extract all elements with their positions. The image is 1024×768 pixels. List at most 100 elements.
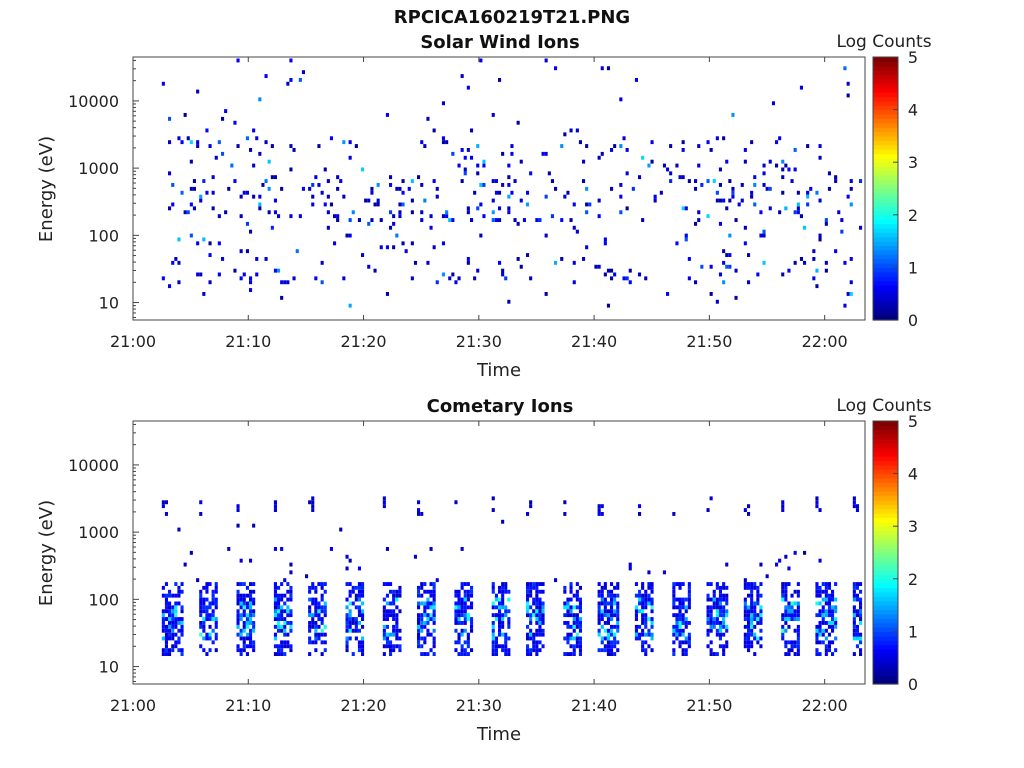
spectrogram-cell: [389, 640, 393, 645]
spectrogram-cell: [345, 628, 349, 633]
spectrogram-cell: [283, 624, 287, 629]
spectrogram-cell: [544, 194, 548, 199]
colorbar-segment: [873, 679, 898, 685]
spectrogram-cell: [385, 245, 389, 250]
spectrogram-cell: [815, 652, 819, 656]
spectrogram-cell: [164, 636, 168, 641]
spectrogram-cell: [529, 582, 533, 586]
spectrogram-cell: [597, 613, 601, 618]
spectrogram-cell: [273, 605, 277, 610]
spectrogram-cell: [273, 508, 277, 512]
colorbar-segment: [873, 613, 898, 619]
spectrogram-cell: [286, 644, 290, 649]
spectrogram-cell: [787, 648, 791, 653]
spectrogram-cell: [174, 621, 178, 625]
spectrogram-cell: [320, 609, 324, 614]
spectrogram-cell: [445, 210, 449, 215]
spectrogram-cell: [718, 589, 722, 594]
spectrogram-cell: [597, 589, 601, 594]
spectrogram-cell: [687, 593, 691, 598]
spectrogram-cell: [199, 605, 203, 610]
spectrogram-cell: [491, 636, 495, 641]
spectrogram-cell: [501, 624, 505, 629]
colorbar-segment: [873, 552, 898, 558]
spectrogram-cell: [815, 613, 819, 618]
spectrogram-cell: [245, 190, 249, 195]
spectrogram-cell: [258, 151, 262, 156]
spectrogram-cell: [681, 140, 685, 145]
spectrogram-cell: [569, 589, 573, 594]
spectrogram-cell: [323, 613, 327, 618]
colorbar-segment: [873, 188, 898, 194]
spectrogram-cell: [345, 566, 349, 571]
spectrogram-cell: [750, 644, 754, 649]
spectrogram-cell: [342, 194, 346, 199]
spectrogram-cell: [273, 210, 277, 215]
spectrogram-cell: [743, 605, 747, 610]
spectrogram-cell: [398, 609, 402, 614]
spectrogram-cell: [466, 632, 470, 637]
spectrogram-cell: [650, 621, 654, 625]
spectrogram-cell: [473, 276, 477, 281]
spectrogram-cell: [818, 198, 822, 203]
spectrogram-cell: [675, 241, 679, 246]
spectrogram-cell: [249, 597, 253, 602]
spectrogram-cell: [709, 605, 713, 610]
spectrogram-cell: [336, 214, 340, 219]
spectrogram-cell: [578, 617, 582, 621]
spectrogram-cell: [718, 609, 722, 614]
spectrogram-cell: [491, 648, 495, 653]
spectrogram-cell: [470, 617, 474, 621]
spectrogram-cell: [507, 636, 511, 641]
spectrogram-cell: [855, 609, 859, 614]
spectrogram-cell: [323, 582, 327, 586]
spectrogram-cell: [544, 292, 548, 296]
spectrogram-cell: [239, 652, 243, 656]
spectrogram-cell: [482, 183, 486, 187]
spectrogram-cell: [818, 585, 822, 590]
spectrogram-cell: [606, 601, 610, 606]
spectrogram-cell: [320, 280, 324, 285]
spectrogram-cell: [855, 593, 859, 598]
spectrogram-cell: [479, 233, 483, 238]
spectrogram-cell: [289, 144, 293, 148]
spectrogram-cell: [280, 609, 284, 614]
spectrogram-cell: [277, 652, 281, 656]
spectrogram-cell: [722, 624, 726, 629]
spectrogram-cell: [821, 582, 825, 586]
spectrogram-cell: [280, 652, 284, 656]
spectrogram-cell: [202, 605, 206, 610]
spectrogram-cell: [249, 589, 253, 594]
spectrogram-cell: [202, 621, 206, 625]
x-tick-label: 21:50: [686, 696, 732, 715]
spectrogram-cell: [507, 194, 511, 199]
colorbar-segment: [873, 271, 898, 277]
spectrogram-cell: [348, 613, 352, 618]
spectrogram-cell: [457, 613, 461, 618]
spectrogram-cell: [681, 582, 685, 586]
spectrogram-cell: [718, 597, 722, 602]
colorbar-segment: [873, 65, 898, 71]
spectrogram-cell: [616, 617, 620, 621]
spectrogram-cell: [311, 496, 315, 501]
spectrogram-cell: [750, 140, 754, 145]
spectrogram-cell: [395, 605, 399, 610]
spectrogram-cell: [320, 640, 324, 645]
spectrogram-cell: [504, 613, 508, 618]
spectrogram-cell: [196, 89, 200, 94]
spectrogram-cell: [538, 628, 542, 633]
spectrogram-cell: [638, 609, 642, 614]
spectrogram-cell: [572, 621, 576, 625]
spectrogram-cell: [498, 218, 502, 222]
spectrogram-cell: [597, 648, 601, 653]
spectrogram-cell: [526, 582, 530, 586]
spectrogram-cell: [498, 628, 502, 633]
spectrogram-cell: [320, 628, 324, 633]
spectrogram-cell: [168, 621, 172, 625]
spectrogram-cell: [644, 640, 648, 645]
spectrogram-cell: [498, 609, 502, 614]
spectrogram-cell: [815, 589, 819, 594]
colorbar-tick-label: 4: [908, 101, 918, 120]
spectrogram-cell: [208, 636, 212, 641]
spectrogram-cell: [824, 593, 828, 598]
